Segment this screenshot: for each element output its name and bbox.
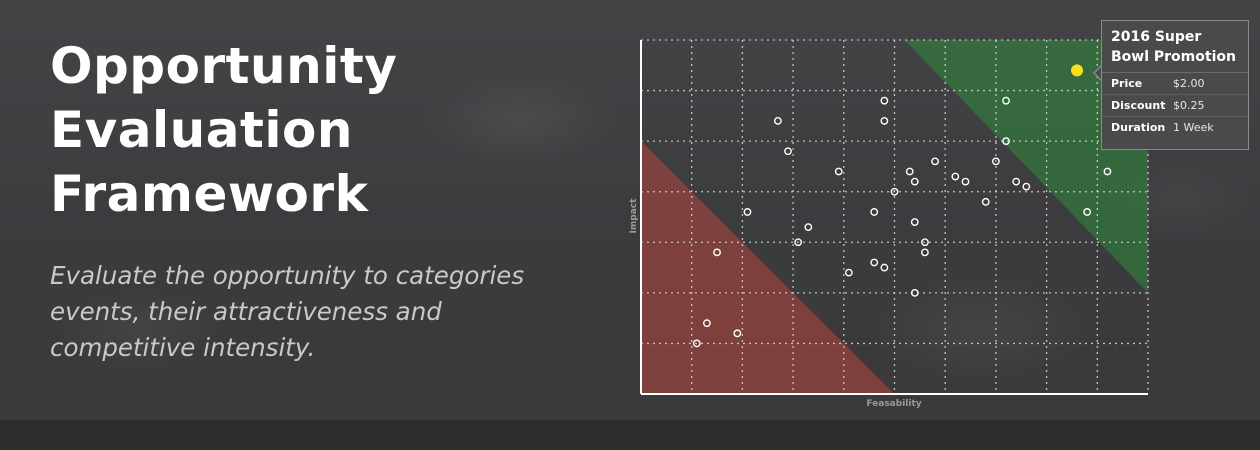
zone-high [904, 40, 1148, 293]
tooltip-arrow [1095, 65, 1103, 81]
data-point[interactable] [890, 187, 899, 196]
data-point[interactable] [1022, 182, 1031, 191]
tooltip-label: Discount [1111, 99, 1166, 112]
bottom-bar [0, 420, 1260, 450]
tooltip-value: $0.25 [1173, 99, 1205, 112]
data-point[interactable] [992, 157, 1000, 166]
data-point[interactable] [1083, 208, 1092, 216]
data-point[interactable] [880, 263, 889, 272]
page-subtitle: Evaluate the opportunity to categories e… [50, 261, 525, 362]
data-point[interactable] [961, 177, 970, 186]
data-point[interactable] [784, 147, 792, 156]
data-point[interactable] [773, 117, 782, 125]
data-point[interactable] [921, 248, 929, 257]
tooltip-value: $2.00 [1173, 77, 1205, 90]
data-point[interactable] [743, 208, 752, 216]
point-tooltip: 2016 Super Bowl Promotion Price $2.00 Di… [1101, 20, 1249, 150]
tooltip-row-duration: Duration 1 Week [1102, 117, 1248, 138]
data-point[interactable] [1103, 167, 1112, 176]
tooltip-value: 1 Week [1173, 121, 1214, 134]
tooltip-title: 2016 Super Bowl Promotion [1102, 21, 1248, 73]
tooltip-label: Price [1111, 77, 1143, 90]
data-point[interactable] [931, 157, 939, 166]
chart-points [692, 64, 1112, 348]
data-point[interactable] [804, 223, 813, 232]
data-point[interactable] [880, 96, 889, 105]
data-point[interactable] [951, 172, 960, 181]
tooltip-row-discount: Discount $0.25 [1102, 95, 1248, 117]
zone-low [641, 141, 895, 394]
chart-grid [641, 39, 1149, 394]
data-point[interactable] [1002, 96, 1010, 105]
data-point[interactable] [794, 238, 803, 247]
data-point[interactable] [880, 117, 889, 125]
data-point[interactable] [703, 319, 711, 328]
data-point[interactable] [981, 197, 990, 206]
data-point[interactable] [910, 177, 919, 186]
data-point[interactable] [1012, 177, 1021, 186]
data-point[interactable] [713, 248, 721, 257]
chart-regions [641, 40, 1148, 394]
tooltip-row-price: Price $2.00 [1102, 73, 1248, 95]
data-point[interactable] [910, 218, 919, 226]
data-point[interactable] [921, 238, 929, 247]
data-point[interactable] [870, 258, 879, 267]
data-point[interactable] [1002, 137, 1010, 146]
chart-axes [640, 40, 1148, 395]
data-point[interactable] [834, 167, 843, 176]
tooltip-label: Duration [1111, 121, 1166, 134]
data-point[interactable] [905, 167, 914, 176]
y-axis-label: Impact [629, 198, 639, 234]
data-point[interactable] [733, 329, 742, 338]
x-axis-label: Feasability [866, 399, 921, 409]
data-point[interactable] [692, 339, 701, 348]
data-point[interactable] [910, 288, 919, 297]
data-point[interactable] [844, 268, 853, 277]
data-point[interactable] [870, 208, 879, 216]
page-title: Opportunity Evaluation Framework [50, 37, 398, 223]
selected-data-point[interactable] [1071, 64, 1084, 77]
